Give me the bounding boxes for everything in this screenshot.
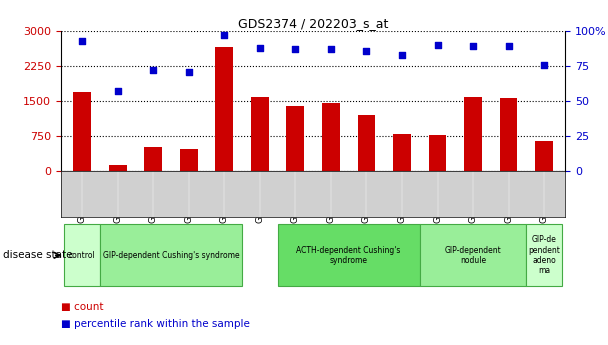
- Text: GIP-dependent
nodule: GIP-dependent nodule: [444, 246, 502, 265]
- Point: [113, 89, 123, 94]
- Bar: [286, 106, 304, 171]
- Point: [362, 48, 371, 53]
- Bar: [420, 224, 527, 286]
- Point: [291, 47, 300, 52]
- Point: [326, 47, 336, 52]
- Text: disease state: disease state: [3, 250, 72, 260]
- Point: [77, 38, 87, 43]
- Bar: [100, 224, 242, 286]
- Bar: [215, 47, 233, 171]
- Bar: [322, 102, 340, 171]
- Text: ■ percentile rank within the sample: ■ percentile rank within the sample: [61, 319, 250, 329]
- Point: [468, 44, 478, 49]
- Title: GDS2374 / 202203_s_at: GDS2374 / 202203_s_at: [238, 17, 389, 30]
- Point: [255, 45, 264, 51]
- Point: [539, 62, 549, 68]
- Point: [433, 42, 443, 48]
- Text: ACTH-dependent Cushing's
syndrome: ACTH-dependent Cushing's syndrome: [297, 246, 401, 265]
- Point: [503, 44, 513, 49]
- Bar: [109, 165, 126, 171]
- Text: GIP-de
pendent
adeno
ma: GIP-de pendent adeno ma: [528, 235, 560, 275]
- Point: [184, 69, 193, 75]
- Bar: [393, 135, 411, 171]
- Point: [148, 68, 158, 73]
- Bar: [278, 224, 420, 286]
- Bar: [500, 98, 517, 171]
- Bar: [64, 224, 100, 286]
- Text: GIP-dependent Cushing's syndrome: GIP-dependent Cushing's syndrome: [103, 251, 240, 260]
- Bar: [535, 140, 553, 171]
- Point: [219, 32, 229, 38]
- Text: control: control: [69, 251, 95, 260]
- Bar: [251, 98, 269, 171]
- Bar: [527, 224, 562, 286]
- Bar: [144, 147, 162, 171]
- Text: ■ count: ■ count: [61, 302, 103, 312]
- Bar: [464, 97, 482, 171]
- Bar: [73, 92, 91, 171]
- Bar: [180, 149, 198, 171]
- Bar: [358, 115, 375, 171]
- Bar: [429, 135, 446, 171]
- Point: [397, 52, 407, 58]
